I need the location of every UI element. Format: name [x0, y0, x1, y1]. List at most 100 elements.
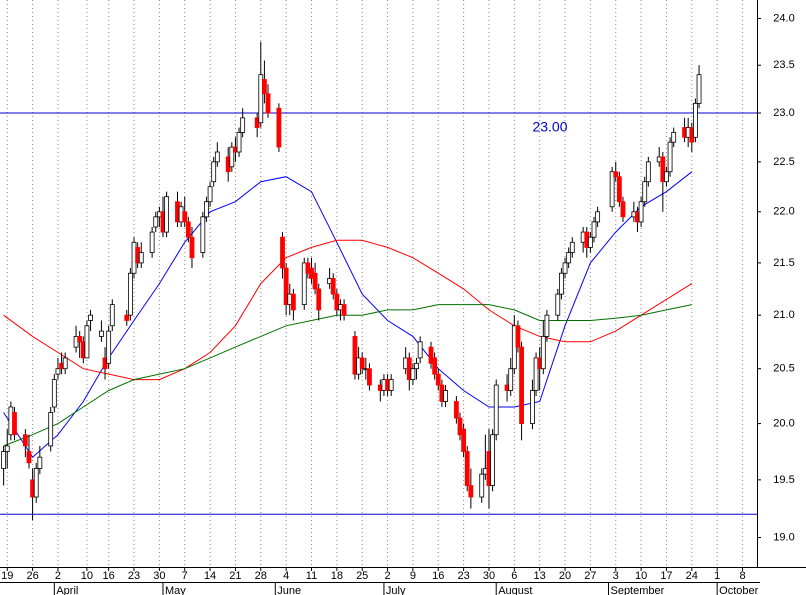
candle-body	[464, 451, 470, 486]
candle-body	[236, 132, 242, 153]
candle-body	[276, 107, 282, 148]
x-tick-label: 10	[635, 570, 647, 582]
candle-body	[693, 102, 698, 138]
x-tick-label: 14	[204, 570, 216, 582]
moving-average	[3, 304, 692, 447]
candle-body	[62, 357, 68, 370]
moving-average	[3, 239, 693, 381]
y-tick-label: 20.0	[773, 417, 794, 429]
y-tick-label: 21.5	[773, 257, 794, 269]
candle-body	[182, 211, 188, 223]
candle-body	[138, 252, 144, 264]
candle-body	[645, 161, 651, 183]
candle-body	[490, 434, 495, 486]
candle-body	[211, 161, 217, 183]
candle-body	[280, 236, 285, 269]
candle-body	[508, 368, 514, 391]
candle-body	[461, 428, 467, 452]
candle-body	[609, 171, 615, 208]
candle-body	[4, 445, 10, 452]
x-tick-label: 1	[714, 570, 720, 582]
x-tick-label: 20	[559, 570, 571, 582]
candle-body	[566, 252, 572, 264]
candle-body	[410, 368, 416, 380]
candle-body	[48, 412, 54, 447]
y-tick-label: 19.0	[773, 531, 794, 543]
candle-body	[587, 236, 593, 248]
candle-body	[367, 368, 372, 386]
month-label: August	[498, 585, 532, 595]
candle-body	[388, 379, 394, 391]
candle-body	[453, 401, 459, 419]
candle-body	[207, 186, 213, 203]
y-tick-label: 24.0	[773, 12, 794, 24]
candle-body	[290, 293, 296, 311]
candle-body	[153, 216, 159, 228]
candle-body	[149, 231, 155, 253]
candle-body	[638, 201, 644, 223]
month-label: September	[610, 585, 664, 595]
candle-body	[55, 368, 61, 375]
y-tick-label: 23.0	[773, 107, 794, 119]
candle-body	[555, 293, 561, 316]
y-tick-label: 22.5	[773, 156, 794, 168]
x-tick-label: 19	[1, 570, 13, 582]
x-tick-label: 17	[660, 570, 672, 582]
candle-body	[559, 272, 564, 295]
y-tick-label: 21.0	[773, 309, 794, 321]
candle-body	[204, 201, 209, 218]
x-tick-label: 21	[229, 570, 241, 582]
candle-body	[189, 236, 195, 259]
candle-body	[124, 314, 130, 321]
candle-body	[88, 314, 93, 321]
candle-body	[414, 362, 419, 370]
candle-body	[519, 346, 524, 424]
line-label: 23.00	[532, 119, 567, 135]
x-tick-label: 3	[613, 570, 619, 582]
month-label: October	[719, 585, 758, 595]
candle-body	[468, 485, 474, 498]
candle-body	[229, 146, 235, 168]
candle-body	[312, 272, 318, 290]
x-tick-label: 28	[255, 570, 267, 582]
x-tick-label: 2	[55, 570, 61, 582]
candle-body	[262, 79, 267, 95]
candle-body	[613, 171, 619, 178]
candle-body	[214, 151, 220, 163]
candle-body	[200, 216, 206, 253]
month-label: June	[277, 585, 301, 595]
x-tick-label: 7	[182, 570, 188, 582]
x-tick-label: 30	[483, 570, 495, 582]
candle-body	[106, 330, 112, 364]
candle-body	[595, 211, 601, 223]
x-tick-label: 11	[306, 570, 317, 582]
candle-body	[77, 336, 83, 343]
candle-body	[457, 417, 463, 436]
x-tick-label: 4	[283, 570, 289, 582]
x-tick-label: 8	[739, 570, 745, 582]
x-tick-label: 9	[410, 570, 416, 582]
x-tick-label: 30	[153, 570, 165, 582]
y-tick-label: 19.5	[773, 474, 794, 486]
candle-body	[334, 293, 340, 311]
candle-body	[544, 314, 550, 337]
x-tick-label: 16	[103, 570, 115, 582]
candle-body	[620, 201, 626, 218]
x-tick-label: 6	[511, 570, 517, 582]
moving-average	[3, 171, 693, 458]
candle-body	[22, 434, 28, 447]
candle-body	[591, 221, 597, 238]
x-tick-label: 25	[356, 570, 368, 582]
candle-body	[109, 304, 115, 327]
candle-body	[359, 357, 365, 370]
candle-body	[642, 181, 648, 203]
candle-body	[540, 336, 546, 370]
x-tick-label: 13	[534, 570, 546, 582]
candle-body	[417, 341, 423, 359]
x-tick-label: 26	[26, 570, 38, 582]
candle-body	[443, 390, 448, 402]
candle-body	[51, 379, 57, 408]
x-tick-label: 24	[686, 570, 698, 582]
month-label: April	[56, 585, 78, 595]
